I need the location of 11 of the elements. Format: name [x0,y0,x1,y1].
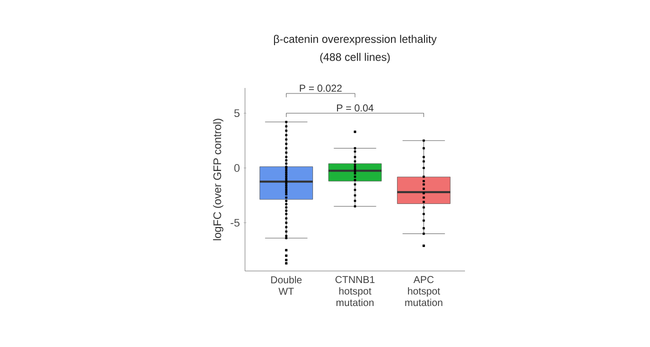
y-axis-title: logFC (over GFP control) [213,118,224,240]
x-tick-label: Double WT [271,276,302,295]
x-tick-label: APC hotspot mutation [405,276,442,306]
chart-subtitle: (488 cell lines) [320,52,390,64]
y-tick-label: 0 [234,164,240,172]
y-tick-label: -5 [230,218,240,227]
chart-title: β-catenin overexpression lethality [274,34,437,46]
annotation: P = 0.04 [337,104,374,112]
y-tick-label: 5 [234,109,240,118]
x-tick-label: CTNNB1 hotspot mutation [336,276,375,306]
annotation: P = 0.022 [300,84,342,92]
